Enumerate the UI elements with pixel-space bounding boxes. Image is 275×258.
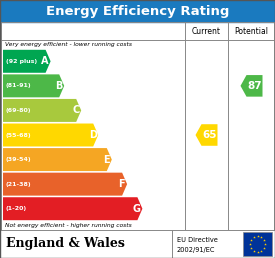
Text: England & Wales: England & Wales — [6, 238, 125, 251]
Polygon shape — [3, 50, 51, 73]
Text: (55-68): (55-68) — [6, 133, 32, 138]
Polygon shape — [241, 75, 263, 97]
Text: 2002/91/EC: 2002/91/EC — [177, 247, 216, 253]
Text: (1-20): (1-20) — [6, 206, 27, 211]
Text: 65: 65 — [202, 130, 217, 140]
Text: Current: Current — [192, 27, 221, 36]
Text: 87: 87 — [247, 81, 262, 91]
Polygon shape — [3, 173, 127, 196]
Bar — [0, 0, 275, 22]
Text: G: G — [133, 204, 141, 214]
Text: Energy Efficiency Rating: Energy Efficiency Rating — [46, 4, 229, 18]
Text: E: E — [103, 155, 110, 165]
Text: Not energy efficient - higher running costs: Not energy efficient - higher running co… — [5, 223, 132, 228]
Text: (81-91): (81-91) — [6, 83, 32, 88]
Polygon shape — [3, 124, 98, 147]
Text: (92 plus): (92 plus) — [6, 59, 37, 64]
Polygon shape — [3, 99, 81, 122]
Text: Very energy efficient - lower running costs: Very energy efficient - lower running co… — [5, 42, 132, 47]
Text: D: D — [89, 130, 97, 140]
Text: (21-38): (21-38) — [6, 182, 32, 187]
Text: (39-54): (39-54) — [6, 157, 32, 162]
Text: EU Directive: EU Directive — [177, 237, 218, 243]
Bar — [0, 230, 275, 258]
Polygon shape — [3, 148, 112, 171]
Text: F: F — [118, 179, 125, 189]
Text: C: C — [72, 106, 79, 115]
Text: Potential: Potential — [235, 27, 268, 36]
Polygon shape — [3, 74, 64, 97]
Polygon shape — [3, 197, 142, 220]
Text: (69-80): (69-80) — [6, 108, 32, 113]
Bar — [1, 22, 274, 230]
Text: A: A — [41, 56, 49, 66]
Text: B: B — [55, 81, 62, 91]
Polygon shape — [196, 124, 218, 146]
Bar — [243, 232, 272, 256]
